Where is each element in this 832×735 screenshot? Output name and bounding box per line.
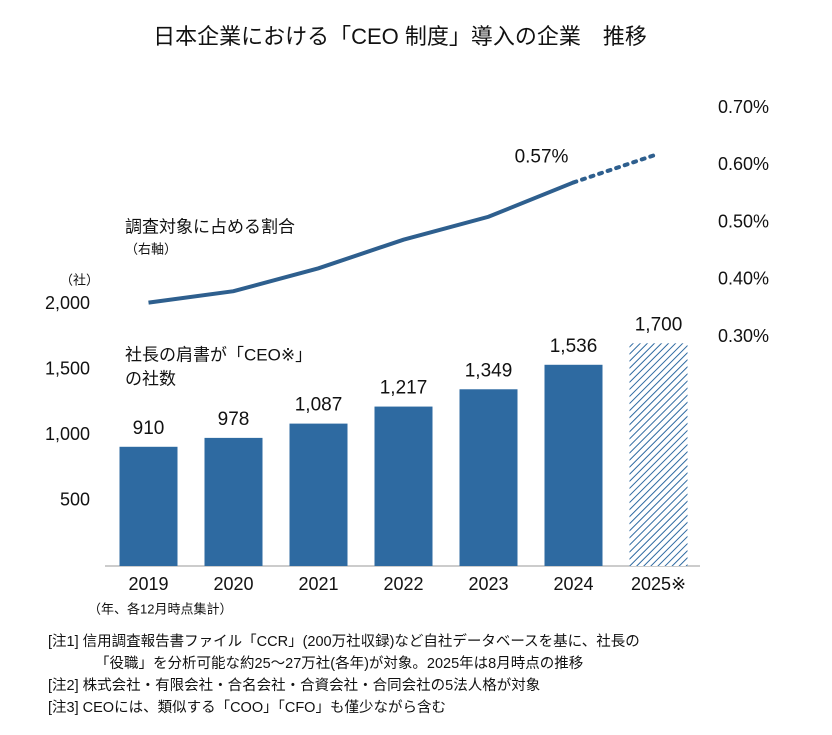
bar (204, 437, 263, 566)
line (148, 180, 575, 305)
bar-value-label: 1,087 (295, 395, 343, 416)
bar-value-label: 910 (133, 418, 165, 439)
y-tick-label: 1,500 (45, 358, 90, 378)
bar-value-label: 1,700 (635, 314, 683, 335)
note: [注2] 株式会社・有限会社・合名会社・合資会社・合同会社の5法人格が対象 (48, 677, 540, 694)
y-tick-label: 2,000 (45, 293, 90, 313)
x-tick-label: 2023 (468, 574, 508, 594)
bar-value-label: 1,217 (380, 378, 428, 399)
x-tick-label: 2024 (553, 574, 593, 594)
y2-tick-label: 0.60% (718, 154, 769, 174)
bar (289, 423, 348, 566)
bar (459, 389, 518, 566)
chart-title: 日本企業における「CEO 制度」導入の企業 推移 (153, 24, 647, 49)
x-note: （年、各12月時点集計） (88, 601, 232, 616)
annotation: 社長の肩書が「CEO※」 (125, 345, 312, 364)
y2-tick-label: 0.70% (718, 97, 769, 117)
bar (629, 343, 688, 566)
y-unit: （社） (60, 272, 99, 287)
annotation: の社数 (125, 369, 176, 388)
y2-tick-label: 0.30% (718, 326, 769, 346)
note: [注1] 信用調査報告書ファイル「CCR」(200万社収録)など自社データベース… (48, 632, 640, 650)
bar (374, 406, 433, 566)
x-tick-label: 2020 (213, 574, 253, 594)
bar-value-label: 1,536 (550, 336, 598, 357)
bar-value-label: 1,349 (465, 360, 513, 381)
bar (544, 364, 603, 566)
bar-value-label: 978 (218, 409, 250, 430)
note: [注3] CEOには、類似する「COO」「CFO」も僅少ながら含む (48, 699, 446, 716)
line-value-label: 0.57% (515, 146, 569, 167)
bar (119, 446, 178, 566)
y2-tick-label: 0.50% (718, 211, 769, 231)
y2-tick-label: 0.40% (718, 269, 769, 289)
x-tick-label: 2021 (298, 574, 338, 594)
annotation: 調査対象に占める割合 (125, 217, 295, 236)
x-tick-label: 2025※ (631, 574, 686, 594)
y-tick-label: 500 (60, 489, 90, 509)
x-tick-label: 2019 (128, 574, 168, 594)
x-tick-label: 2022 (383, 574, 423, 594)
line-projection (571, 151, 661, 185)
annotation: （右軸） (125, 241, 177, 256)
y-tick-label: 1,000 (45, 424, 90, 444)
note: 「役職」を分析可能な約25～27万社(各年)が対象。2025年は8月時点の推移 (95, 655, 583, 672)
